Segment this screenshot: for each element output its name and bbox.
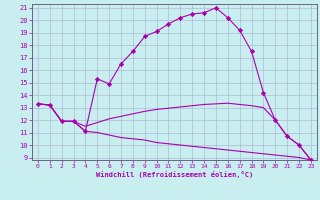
X-axis label: Windchill (Refroidissement éolien,°C): Windchill (Refroidissement éolien,°C) [96,171,253,178]
